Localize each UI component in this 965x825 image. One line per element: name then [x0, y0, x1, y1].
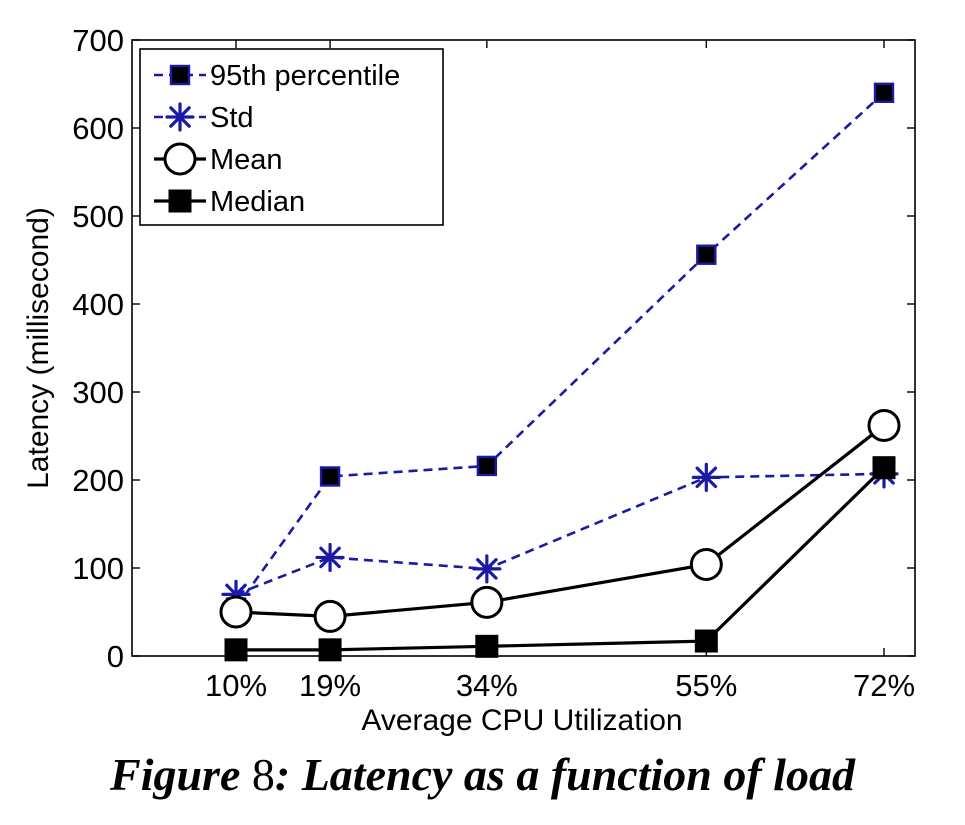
legend-label: 95th percentile	[210, 60, 400, 92]
series-median	[224, 456, 896, 662]
legend-item-std: Std	[154, 102, 254, 134]
x-tick-label: 55%	[675, 668, 737, 703]
x-tick-label: 10%	[205, 668, 267, 703]
data-point-95th-percentile	[476, 455, 498, 477]
plot-frame	[131, 39, 916, 657]
x-axis-label: Average CPU Utilization	[361, 704, 682, 737]
data-point-95th-percentile	[696, 244, 717, 265]
data-point-mean	[470, 585, 504, 619]
legend-item-mean: Mean	[154, 142, 283, 176]
legend-swatch-marker	[165, 102, 195, 132]
series-layer	[219, 82, 901, 662]
y-axis-label: Latency (millisecond)	[22, 207, 55, 489]
data-point-95th-percentile	[319, 466, 341, 487]
data-point-mean	[689, 547, 723, 581]
data-point-median	[475, 634, 499, 658]
data-point-mean	[219, 595, 253, 629]
data-point-std	[315, 542, 345, 573]
data-point-mean	[313, 599, 347, 633]
axes: 0 100 200 300 400 500 600 700 10% 19% 34% 55% 72%	[72, 23, 916, 703]
x-tick-label: 19%	[299, 668, 361, 703]
series-mean	[219, 408, 901, 633]
legend-swatch-marker	[163, 142, 197, 176]
caption-text: : Latency as a function of load	[274, 749, 855, 800]
caption-prefix: Figure	[110, 749, 252, 800]
data-point-median	[694, 629, 718, 653]
series-line-mean	[235, 424, 885, 619]
y-tick-label: 400	[72, 287, 124, 322]
y-tick-label: 100	[72, 551, 124, 586]
legend-item-median: Median	[154, 186, 305, 218]
x-tick-label: 34%	[456, 668, 518, 703]
y-tick-label: 600	[72, 111, 124, 146]
y-tick-label: 300	[72, 375, 124, 410]
y-tick-label: 500	[72, 199, 124, 234]
y-tick-label: 700	[72, 23, 124, 58]
figure-caption: Figure 8: Latency as a function of load	[0, 748, 965, 801]
y-tick-label: 200	[72, 463, 124, 498]
legend-label: Mean	[210, 144, 283, 176]
y-tick-label: 0	[107, 639, 124, 674]
caption-number: 8	[251, 749, 275, 800]
data-point-median	[318, 638, 342, 662]
line-chart: 0 100 200 300 400 500 600 700 10% 19% 34% 55% 72% 95…	[22, 23, 916, 737]
data-point-median	[872, 456, 896, 480]
series-line-std	[235, 472, 885, 596]
data-point-95th-percentile	[873, 82, 895, 104]
legend: 95th percentile Std Mean Median	[139, 48, 444, 226]
data-point-median	[224, 638, 248, 662]
data-point-std	[472, 554, 502, 584]
data-point-std	[691, 462, 721, 492]
legend-item-95th-percentile: 95th percentile	[154, 60, 400, 92]
legend-swatch-marker	[168, 189, 192, 213]
data-point-mean	[867, 408, 901, 442]
legend-label: Median	[210, 186, 305, 218]
legend-swatch-marker	[169, 64, 191, 86]
x-tick-label: 72%	[853, 668, 915, 703]
legend-label: Std	[210, 102, 254, 134]
